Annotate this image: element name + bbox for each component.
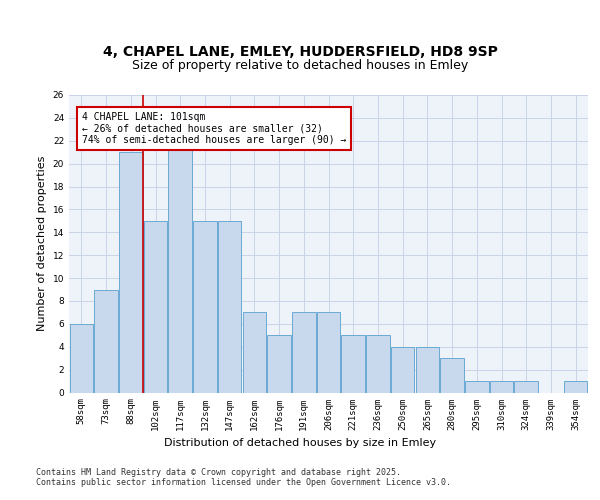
Bar <box>317 312 340 392</box>
Bar <box>341 336 365 392</box>
Text: Contains HM Land Registry data © Crown copyright and database right 2025.
Contai: Contains HM Land Registry data © Crown c… <box>36 468 451 487</box>
Bar <box>416 346 439 393</box>
Text: 4 CHAPEL LANE: 101sqm
← 26% of detached houses are smaller (32)
74% of semi-deta: 4 CHAPEL LANE: 101sqm ← 26% of detached … <box>82 112 346 146</box>
Text: Distribution of detached houses by size in Emley: Distribution of detached houses by size … <box>164 438 436 448</box>
Bar <box>514 381 538 392</box>
Text: 4, CHAPEL LANE, EMLEY, HUDDERSFIELD, HD8 9SP: 4, CHAPEL LANE, EMLEY, HUDDERSFIELD, HD8… <box>103 46 497 60</box>
Bar <box>94 290 118 393</box>
Bar <box>144 221 167 392</box>
Text: Size of property relative to detached houses in Emley: Size of property relative to detached ho… <box>132 60 468 72</box>
Y-axis label: Number of detached properties: Number of detached properties <box>37 156 47 332</box>
Bar <box>564 381 587 392</box>
Bar <box>242 312 266 392</box>
Bar <box>193 221 217 392</box>
Bar <box>366 336 389 392</box>
Bar <box>218 221 241 392</box>
Bar <box>268 336 291 392</box>
Bar <box>169 141 192 393</box>
Bar <box>391 346 415 393</box>
Bar <box>490 381 513 392</box>
Bar <box>70 324 93 392</box>
Bar <box>440 358 464 392</box>
Bar <box>465 381 488 392</box>
Bar <box>119 152 143 392</box>
Bar <box>292 312 316 392</box>
